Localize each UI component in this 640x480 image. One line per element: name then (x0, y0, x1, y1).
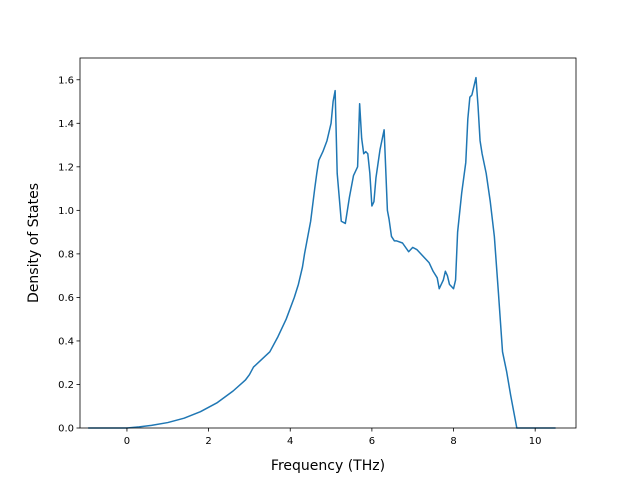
x-tick-label: 2 (205, 436, 211, 447)
y-axis-label: Density of States (26, 183, 42, 303)
y-tick-label: 0.6 (58, 293, 74, 304)
x-tick-label: 8 (450, 436, 456, 447)
y-tick-label: 0.2 (58, 380, 74, 391)
x-tick-label: 10 (529, 436, 542, 447)
dos-series-line (88, 76, 556, 429)
y-tick-label: 0.4 (58, 336, 74, 347)
y-tick-label: 0.0 (58, 424, 74, 435)
y-tick-label: 1.4 (58, 119, 74, 130)
plot-area (80, 58, 576, 428)
y-tick-label: 0.8 (58, 249, 74, 260)
y-tick-label: 1.2 (58, 162, 74, 173)
x-tick-label: 4 (287, 436, 293, 447)
y-tick-label: 1.6 (58, 75, 74, 86)
x-tick-label: 6 (369, 436, 375, 447)
y-tick-label: 1.0 (58, 206, 74, 217)
x-tick-label: 0 (124, 436, 130, 447)
x-axis-label: Frequency (THz) (271, 458, 385, 474)
axes-frame (79, 57, 577, 429)
